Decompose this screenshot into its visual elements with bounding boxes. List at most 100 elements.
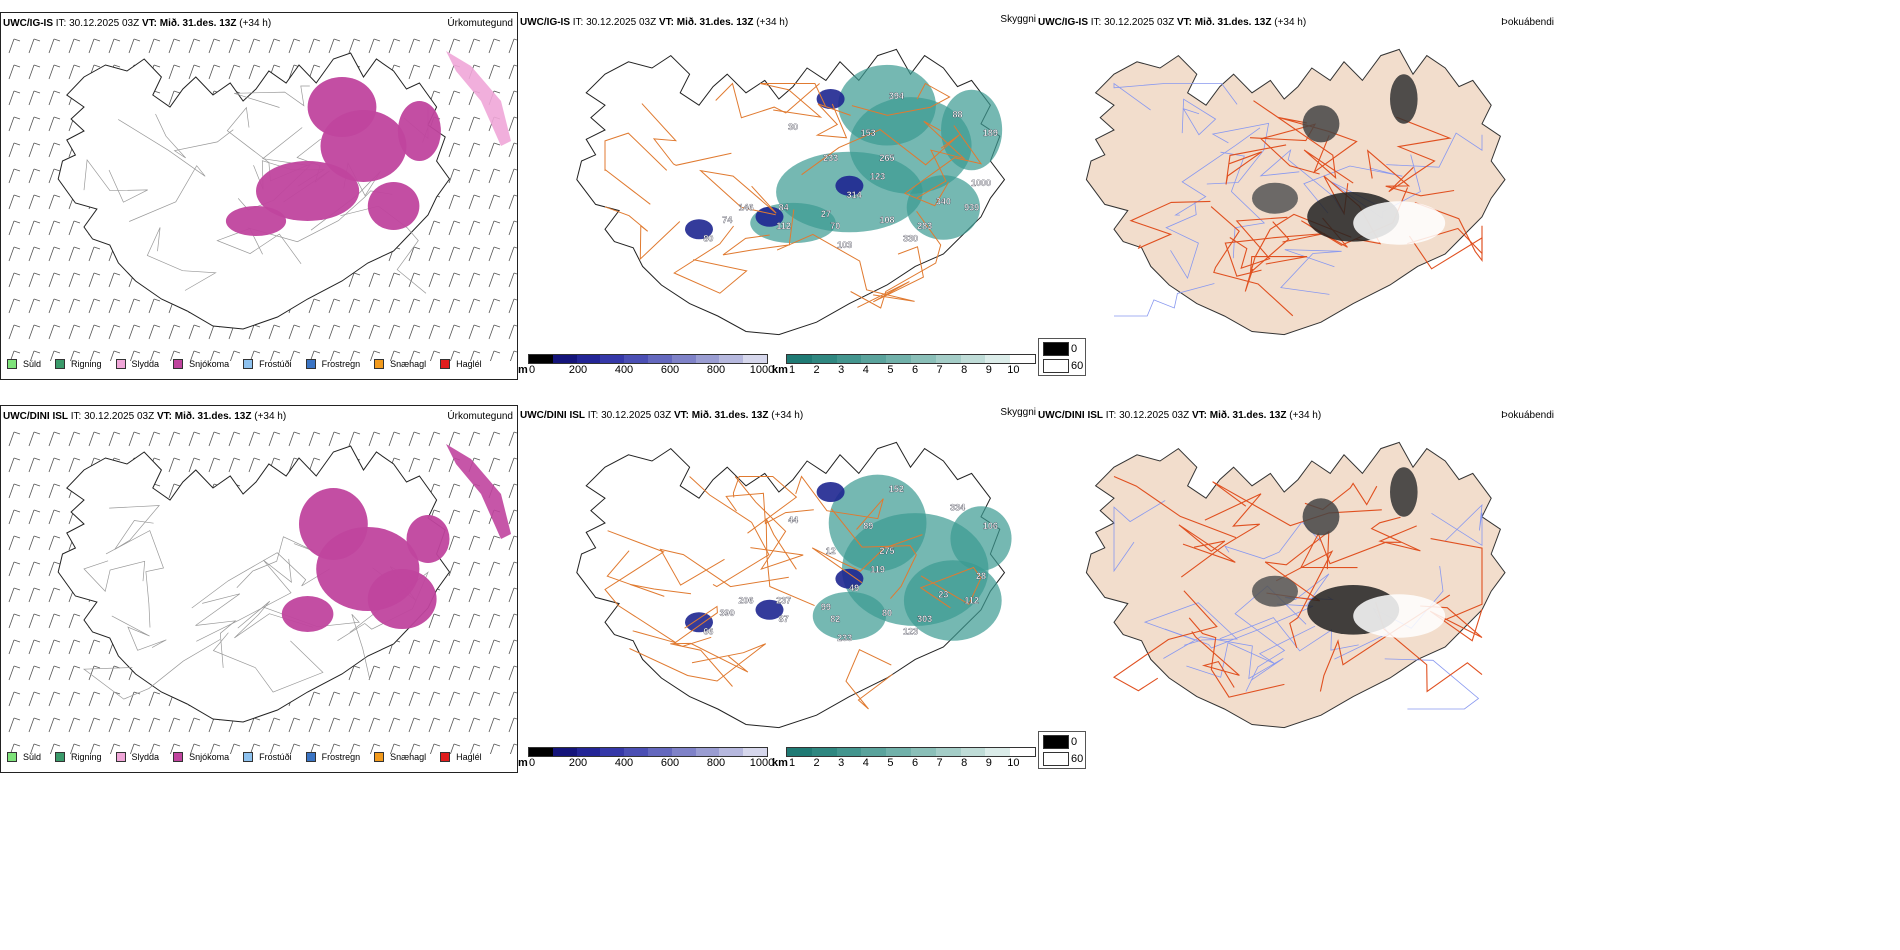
road-line: [689, 476, 770, 588]
wind-barb: [148, 38, 161, 54]
wind-barb: [8, 90, 21, 106]
legend-swatch: [55, 752, 66, 762]
colorbar-segment: [985, 748, 1011, 756]
wind-barb: [488, 324, 501, 340]
river-line: [1181, 98, 1217, 136]
wind-barb: [468, 220, 481, 236]
precip-legend: Súld Rigning Slydda Snjókoma Frostúði Frostre…: [7, 359, 496, 369]
cloudbase-height-label: 88: [952, 110, 962, 120]
wind-barb: [48, 587, 61, 603]
wind-barb: [508, 168, 517, 184]
wind-barb: [48, 639, 61, 655]
legend-label: Snæhagl: [390, 359, 427, 369]
wind-barb: [430, 743, 441, 754]
road-line: [1180, 493, 1262, 578]
wind-barb: [248, 717, 261, 733]
wind-barb: [408, 665, 421, 681]
wind-barb: [30, 743, 41, 754]
wind-barb: [88, 691, 101, 707]
wind-barb: [348, 431, 361, 447]
vt-label: VT:: [156, 411, 172, 422]
wind-barb: [28, 535, 41, 551]
road-line: [1178, 524, 1236, 563]
wind-barb: [448, 90, 461, 106]
road-line: [105, 530, 164, 628]
wind-barb: [368, 324, 381, 340]
wind-barb: [508, 116, 517, 132]
wind-barb: [8, 38, 21, 54]
colorbar-segment: [576, 748, 601, 756]
fog-shading-area: [1390, 467, 1418, 517]
wind-barb: [248, 431, 261, 447]
wind-barb: [28, 587, 41, 603]
road-line: [1249, 221, 1308, 274]
cloudbase-height-label: 108: [879, 215, 894, 225]
wind-barb: [368, 38, 381, 54]
wind-barb: [10, 743, 21, 754]
wind-barb: [48, 613, 61, 629]
vt-value: Mið. 31.des. 13Z: [159, 18, 237, 29]
wind-barb: [248, 457, 261, 473]
legend-item: Frostúði: [243, 359, 292, 369]
road-line: [83, 560, 146, 593]
fog-panel-title: Þokuábendi: [1501, 17, 1554, 28]
road-line: [1366, 149, 1455, 197]
wind-barb: [88, 717, 101, 733]
wind-barb: [388, 431, 401, 447]
lead-time: (+34 h): [771, 410, 804, 421]
cloudbase-height-label: 82: [830, 614, 840, 624]
vt-value: Mið. 31.des. 13Z: [1194, 17, 1272, 28]
wind-barb: [130, 743, 141, 754]
wind-barb: [188, 38, 201, 54]
legend-item: Snjókoma: [173, 359, 229, 369]
wind-barb: [8, 665, 21, 681]
wind-barb: [48, 168, 61, 184]
road-line: [670, 642, 749, 687]
colorbar-tick: 0: [528, 364, 536, 376]
wind-barb: [168, 324, 181, 340]
wind-barb: [48, 431, 61, 447]
wind-barb: [308, 717, 321, 733]
wind-barb: [508, 431, 517, 447]
colorbar-segment: [960, 748, 986, 756]
legend-swatch: [440, 359, 451, 369]
wind-barb: [48, 142, 61, 158]
road-line: [118, 119, 206, 222]
panel-header: UWC/IG-IS IT: 30.12.2025 03Z VT: Mið. 31…: [520, 17, 788, 29]
wind-barb: [28, 509, 41, 525]
wind-barb: [270, 350, 281, 361]
wind-barb: [210, 350, 221, 361]
colorbar-tick: 8: [961, 757, 968, 769]
colorbar-segment: [886, 748, 911, 756]
wind-barb: [28, 717, 41, 733]
legend-swatch: [440, 752, 451, 762]
road-line: [1264, 530, 1330, 602]
fog-panel-title: Þokuábendi: [1501, 410, 1554, 421]
wind-barb: [348, 691, 361, 707]
road-line: [1275, 550, 1334, 648]
wind-barb: [150, 350, 161, 361]
wind-barb: [208, 64, 221, 80]
cloudbase-height-label: 74: [722, 215, 732, 225]
wind-barb: [468, 168, 481, 184]
wind-barb: [8, 535, 21, 551]
wind-barb: [48, 298, 61, 314]
wind-barb: [448, 561, 461, 577]
wind-barb: [468, 535, 481, 551]
model-name: UWC/DINI ISL: [3, 411, 68, 422]
wind-barb: [508, 324, 517, 340]
wind-barb: [408, 324, 421, 340]
colorbar-segment: [935, 355, 961, 363]
colorbar-tick: 7: [936, 757, 943, 769]
wind-barb: [168, 64, 181, 80]
wind-barb: [428, 665, 441, 681]
wind-barb: [68, 691, 81, 707]
road-line: [83, 158, 148, 203]
wind-barb: [488, 561, 501, 577]
wind-barb: [448, 639, 461, 655]
legend-swatch: [7, 752, 17, 762]
road-line: [1249, 123, 1320, 175]
wind-barb: [328, 38, 341, 54]
wind-barb: [508, 665, 517, 681]
wind-barb: [328, 691, 341, 707]
